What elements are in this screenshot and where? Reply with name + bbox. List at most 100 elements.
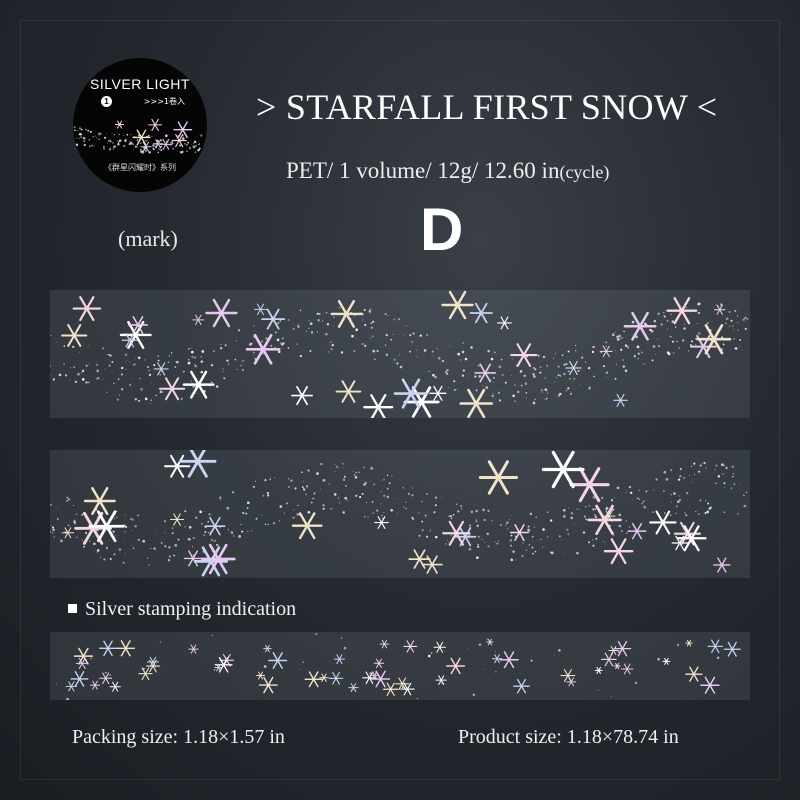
sparkle-dot [425,535,429,538]
sparkle-dot [102,378,104,380]
sparkle-dot [205,144,207,146]
sparkle-dot [140,387,143,391]
sparkle-dot [707,502,710,505]
sparkle-dot [223,368,225,370]
snowflake-icon [373,658,385,668]
snowflake-icon [258,676,278,694]
sparkle-dot [594,515,598,519]
sparkle-dot [124,514,126,516]
sparkle-dot [81,513,84,516]
sparkle-dot [108,364,111,367]
sparkle-dot [116,398,119,401]
sparkle-dot [544,398,546,400]
sparkle-dot [122,135,124,137]
sparkle-dot [565,362,568,366]
snowflake-icon [115,120,125,129]
sparkle-dot [697,311,701,315]
sparkle-dot [353,471,354,473]
sparkle-dot [67,524,70,527]
sparkle-dot [88,363,90,365]
sparkle-dot [706,510,710,514]
snowflake-icon [169,513,185,526]
sparkle-dot [96,549,100,552]
sparkle-dot [569,348,571,349]
sparkle-dot [616,338,619,341]
sparkle-dot [309,350,312,352]
sparkle-dot [354,476,358,479]
sparkle-dot [491,519,493,521]
sparkle-dot [137,356,139,357]
sparkle-dot [81,372,83,374]
snowflake-icon [145,659,161,673]
sparkle-dot [75,513,78,515]
sparkle-dot [604,536,606,538]
sparkle-dot [459,505,463,508]
sparkle-dot [192,145,196,149]
sparkle-dot [676,340,678,343]
sparkle-dot [284,512,286,514]
snowflake-icon [379,639,390,649]
sparkle-dot [498,365,502,369]
sparkle-dot [103,145,105,148]
sparkle-dot [193,356,197,359]
sparkle-dot [626,346,630,349]
sparkle-dot [721,472,724,475]
sparkle-dot [724,487,725,489]
sparkle-dot [396,512,398,514]
sparkle-dot [692,468,694,470]
sparkle-dot [399,365,403,369]
sparkle-dot [235,340,237,342]
sparkle-dot [214,539,217,542]
sparkle-dot [185,137,187,138]
sparkle-dot [385,333,388,337]
sparkle-dot [105,354,107,355]
sparkle-dot [426,493,428,495]
sparkle-dot [743,505,746,508]
snowflake-icon [621,663,634,675]
sparkle-dot [635,681,638,684]
sparkle-dot [246,507,249,510]
sparkle-dot [207,532,210,534]
sparkle-dot [276,338,280,342]
sparkle-dot [194,142,196,144]
sparkle-dot [191,355,193,358]
sparkle-dot [614,331,616,334]
sparkle-dot [115,535,117,537]
sparkle-dot [255,517,258,520]
sparkle-dot [84,531,88,535]
sparkle-dot [252,485,255,488]
sparkle-dot [642,500,645,503]
sparkle-dot [683,327,686,330]
sparkle-dot [456,503,458,506]
sparkle-dot [544,388,548,392]
sparkle-dot [522,542,524,544]
snowflake-icon [421,555,443,574]
sparkle-dot [411,517,415,520]
sparkle-dot [638,489,640,491]
sparkle-dot [657,312,660,315]
badge-series: 《群星闪耀时》系列 [104,163,176,172]
sparkle-dot [432,373,435,377]
sparkle-dot [442,530,444,532]
sparkle-dot [312,497,315,500]
sparkle-dot [546,365,548,367]
sparkle-dot [233,535,235,537]
sparkle-dot [99,556,101,558]
sparkle-dot [557,374,560,377]
sparkle-dot [691,481,693,483]
sparkle-dot [336,465,338,468]
sparkle-dot [77,129,79,132]
sparkle-dot [164,134,168,138]
sparkle-dot [670,493,673,496]
sparkle-dot [364,323,367,327]
sparkle-dot [231,533,233,535]
sparkle-dot [330,348,333,351]
sparkle-dot [505,521,509,525]
sparkle-dot [611,333,615,337]
sparkle-dot [72,345,75,349]
sparkle-dot [101,537,103,539]
sparkle-dot [469,524,472,527]
sparkle-dot [184,143,186,145]
sparkle-dot [174,366,177,368]
sparkle-dot [301,486,304,488]
